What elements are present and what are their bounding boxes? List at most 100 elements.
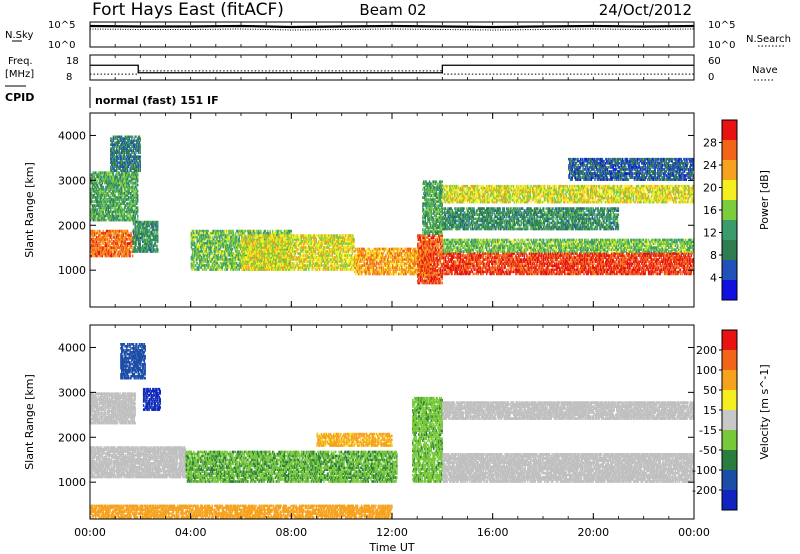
heatmap-cell	[93, 187, 95, 191]
heatmap-cell	[96, 238, 99, 241]
heatmap-cell	[215, 235, 218, 239]
heatmap-cell	[152, 228, 155, 232]
heatmap-cell	[114, 196, 116, 199]
heatmap-cell	[204, 254, 207, 257]
heatmap-cell	[100, 236, 102, 239]
heatmap-cell	[97, 246, 99, 249]
heatmap-cell	[155, 220, 157, 224]
heatmap-cell	[100, 238, 103, 241]
heatmap-cell	[156, 248, 158, 251]
heatmap-cell	[127, 141, 130, 144]
heatmap-cell	[101, 210, 104, 214]
heatmap-cell	[210, 250, 213, 253]
heatmap-cell	[112, 246, 115, 249]
heatmap-cell	[102, 214, 104, 218]
heatmap-cell	[111, 202, 113, 205]
heatmap-cell	[118, 196, 120, 199]
heatmap-cell	[116, 233, 119, 237]
heatmap-cell	[113, 157, 115, 160]
heatmap-cell	[114, 135, 116, 139]
heatmap-cell	[147, 248, 150, 251]
heatmap-cell	[135, 165, 137, 168]
heatmap-cell	[131, 208, 134, 212]
heatmap-cell	[118, 208, 120, 212]
heatmap-cell	[121, 165, 123, 168]
heatmap-cell	[212, 243, 214, 247]
heatmap-cell	[98, 252, 100, 256]
heatmap-cell	[129, 238, 131, 241]
heatmap-cell	[258, 243, 260, 247]
heatmap-cell	[138, 137, 141, 140]
heatmap-cell	[91, 214, 94, 218]
heatmap-cell	[241, 250, 243, 253]
heatmap-cell	[224, 241, 226, 245]
heatmap-cell	[105, 206, 107, 210]
heatmap-cell	[101, 254, 104, 258]
heatmap-cell	[224, 247, 226, 251]
heatmap-cell	[250, 262, 252, 265]
heatmap-cell	[113, 200, 115, 203]
heatmap-cell	[131, 145, 134, 148]
heatmap-cell	[126, 139, 129, 142]
heatmap-cell	[208, 243, 210, 247]
heatmap-cell	[139, 145, 141, 148]
heatmap-cell	[127, 175, 130, 179]
heatmap-cell	[101, 187, 104, 191]
heatmap-cell	[199, 239, 201, 243]
heatmap-cell	[235, 256, 237, 259]
heatmap-cell	[207, 239, 209, 243]
heatmap-cell	[117, 208, 120, 212]
heatmap-cell	[219, 266, 221, 269]
heatmap-cell	[104, 194, 106, 197]
heatmap-cell	[134, 159, 136, 162]
heatmap-cell	[204, 231, 206, 235]
heatmap-cell	[225, 237, 228, 241]
heatmap-cell	[105, 192, 108, 195]
heatmap-cell	[120, 202, 122, 205]
heatmap-cell	[137, 232, 140, 236]
heatmap-cell	[137, 244, 140, 247]
heatmap-cell	[228, 266, 230, 269]
heatmap-cell	[141, 226, 143, 230]
heatmap-cell	[136, 141, 138, 144]
heatmap-cell	[267, 245, 270, 249]
heatmap-cell	[205, 256, 208, 259]
heatmap-cell	[111, 246, 114, 249]
heatmap-cell	[116, 135, 119, 139]
heatmap-cell	[220, 231, 223, 235]
heatmap-cell	[246, 229, 249, 233]
heatmap-cell	[205, 254, 208, 257]
heatmap-cell	[123, 216, 125, 220]
heatmap-cell	[132, 183, 135, 187]
heatmap-cell	[131, 143, 133, 146]
heatmap-cell	[122, 179, 125, 183]
heatmap-cell	[116, 157, 119, 160]
heatmap-cell	[118, 200, 120, 203]
heatmap-cell	[136, 165, 138, 168]
heatmap-cell	[110, 175, 112, 179]
heatmap-cell	[103, 177, 105, 181]
heatmap-cell	[293, 262, 296, 265]
heatmap-cell	[157, 224, 159, 228]
heatmap-cell	[105, 185, 108, 189]
heatmap-cell	[155, 244, 157, 247]
heatmap-cell	[98, 238, 100, 241]
heatmap-cell	[253, 231, 255, 235]
heatmap-cell	[121, 177, 124, 181]
heatmap-cell	[114, 185, 116, 189]
heatmap-cell	[111, 159, 113, 162]
heatmap-cell	[142, 222, 144, 226]
heatmap-cell	[264, 256, 266, 259]
heatmap-cell	[132, 238, 135, 242]
heatmap-cell	[126, 238, 129, 241]
heatmap-cell	[106, 248, 109, 252]
heatmap-cell	[100, 210, 102, 214]
heatmap-cell	[98, 229, 100, 233]
heatmap-cell	[105, 181, 108, 185]
heatmap-cell	[129, 135, 131, 139]
heatmap-cell	[125, 161, 127, 164]
heatmap-cell	[126, 242, 129, 245]
heatmap-cell	[121, 171, 124, 175]
heatmap-cell	[215, 233, 218, 237]
heatmap-cell	[200, 233, 203, 237]
